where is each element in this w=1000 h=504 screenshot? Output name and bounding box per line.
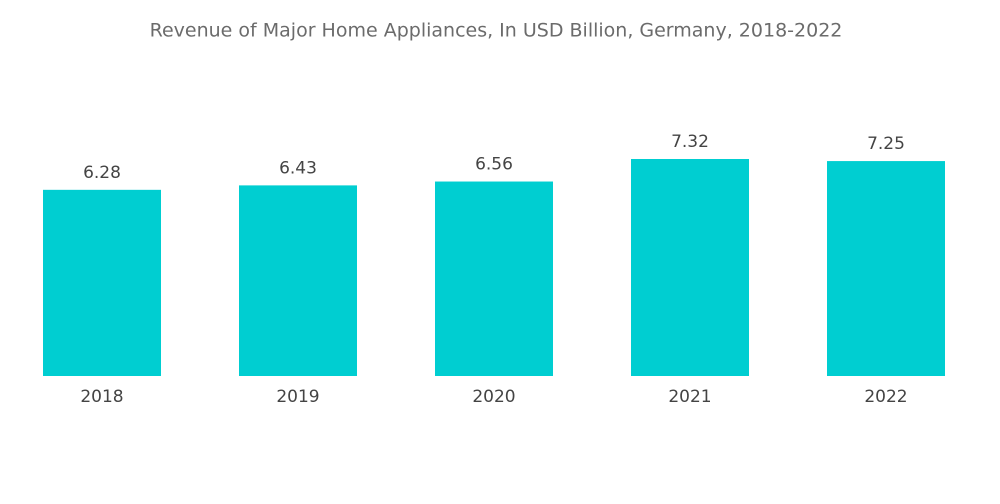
bar	[43, 189, 161, 376]
bar	[239, 185, 357, 376]
bar	[631, 159, 749, 376]
x-tick-label: 2018	[80, 387, 123, 407]
chart-title: Revenue of Major Home Appliances, In USD…	[150, 20, 843, 42]
x-tick-label: 2022	[864, 387, 907, 407]
bar	[827, 161, 945, 376]
x-tick-label: 2021	[668, 387, 711, 407]
value-label: 6.43	[279, 158, 317, 178]
value-label: 7.32	[671, 132, 709, 152]
bar	[435, 181, 553, 376]
value-label: 6.56	[475, 155, 513, 175]
value-label: 7.25	[867, 134, 905, 154]
x-tick-label: 2020	[472, 387, 515, 407]
x-tick-label: 2019	[276, 387, 319, 407]
value-label: 6.28	[83, 163, 121, 183]
